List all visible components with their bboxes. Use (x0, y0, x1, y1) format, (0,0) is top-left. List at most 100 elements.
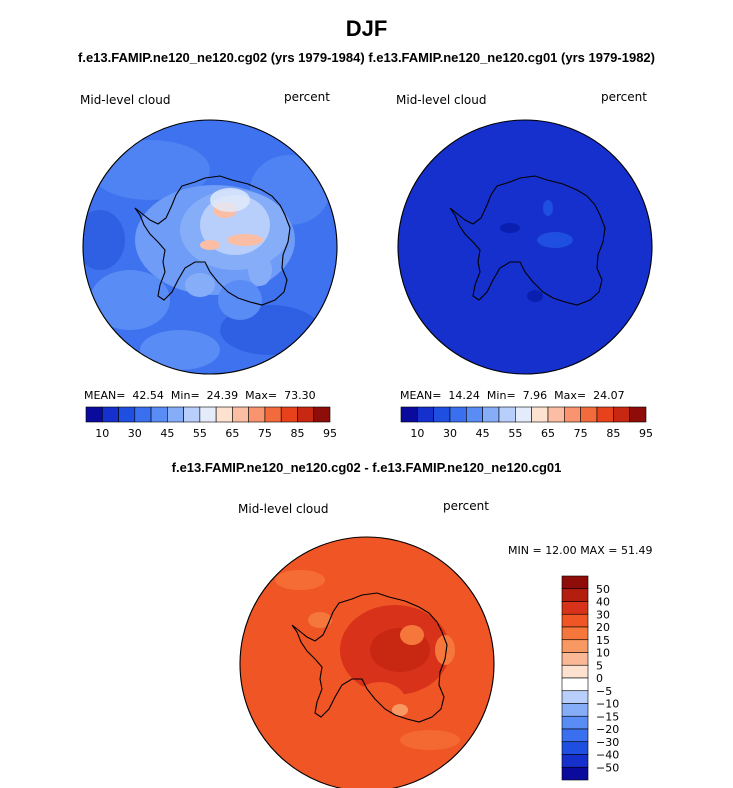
left-variable-label: Mid-level cloud (80, 93, 171, 107)
diff-colorbar-tick-label: −20 (596, 723, 619, 736)
right-colorbar-box (433, 406, 451, 423)
figure-title: DJF (345, 16, 388, 41)
left-colorbar-box (313, 406, 331, 423)
left-colorbar-box (183, 406, 201, 423)
right-colorbar-box (613, 406, 630, 423)
diff-colorbar-box (561, 715, 589, 730)
diff-colorbar-box (561, 588, 589, 602)
right-colorbar-box (564, 406, 581, 423)
diff-colorbar-box (561, 652, 589, 666)
diff-colorbar-box (561, 639, 589, 653)
diff-stats: MIN = 12.00 MAX = 51.49 (508, 544, 652, 557)
diff-colorbar-tick-label: 10 (596, 647, 610, 660)
left-coastline (134, 175, 291, 306)
right-colorbar-box (466, 406, 483, 423)
diff-colorbar-tick-label: 40 (596, 596, 610, 609)
diff-colorbar-tick-label: 50 (596, 583, 610, 596)
diff-units-label: percent (443, 499, 489, 513)
left-colorbar-box (215, 406, 233, 423)
left-colorbar-tick-label: 65 (225, 427, 239, 440)
left-colorbar-box (248, 406, 266, 423)
left-colorbar-tick-label: 55 (193, 427, 207, 440)
left-colorbar: 10 30 45 55 65 75 85 95 (85, 406, 337, 440)
left-units-label: percent (284, 90, 330, 104)
right-colorbar-tick-label: 55 (508, 427, 522, 440)
right-units-label: percent (601, 90, 647, 104)
left-colorbar-box (199, 406, 217, 423)
left-colorbar-box (232, 406, 249, 423)
right-colorbar-tick-label: 10 (410, 427, 424, 440)
diff-colorbar-box (561, 754, 589, 768)
difference-map (239, 536, 495, 788)
right-colorbar-box (515, 406, 532, 423)
left-colorbar-box (134, 406, 152, 423)
right-colorbar-tick-label: 85 (606, 427, 620, 440)
right-coastline (449, 175, 606, 306)
right-colorbar-box (580, 406, 598, 423)
left-min-value: 24.39 (206, 389, 239, 402)
left-max-value: 73.30 (284, 389, 316, 402)
right-colorbar-tick-label: 95 (639, 427, 653, 440)
right-colorbar-box (417, 406, 434, 423)
diff-colorbar-tick-label: −50 (596, 761, 619, 774)
diff-colorbar-box (561, 626, 589, 641)
left-mean-label: MEAN= (84, 389, 126, 402)
right-colorbar-box (596, 406, 614, 423)
subtitle-right: f.e13.FAMIP.ne120_ne120.cg01 (yrs 1979-1… (368, 50, 655, 65)
diff-min-value: 12.00 (545, 544, 577, 557)
diff-colorbar-box (561, 613, 589, 628)
diff-colorbar-tick-label: −10 (596, 698, 619, 711)
right-colorbar-tick-label: 30 (443, 427, 457, 440)
diff-colorbar-tick-label: 5 (596, 659, 603, 672)
left-colorbar-tick-label: 10 (95, 427, 109, 440)
right-colorbar-box (531, 406, 549, 423)
diff-colorbar-box (561, 741, 589, 755)
left-colorbar-tick-label: 75 (258, 427, 272, 440)
diff-colorbar-box (561, 766, 589, 781)
right-colorbar-box (629, 406, 647, 423)
difference-title: f.e13.FAMIP.ne120_ne120.cg02 - f.e13.FAM… (171, 460, 562, 475)
diff-min-label: MIN = (508, 544, 542, 557)
right-mean-label: MEAN= (400, 389, 442, 402)
left-colorbar-tick-label: 95 (323, 427, 337, 440)
right-variable-label: Mid-level cloud (396, 93, 487, 107)
diff-colorbar-box (561, 690, 589, 704)
right-min-value: 7.96 (522, 389, 548, 402)
right-min-label: Min= (486, 389, 516, 402)
left-colorbar-box (118, 406, 136, 423)
right-colorbar-box (498, 406, 516, 423)
right-colorbar-tick-label: 65 (541, 427, 555, 440)
diff-coastline (291, 592, 448, 723)
right-colorbar-tick-label: 45 (476, 427, 490, 440)
diff-colorbar-tick-label: −15 (596, 710, 619, 723)
diff-colorbar-box (561, 677, 589, 692)
left-colorbar-box (297, 406, 315, 423)
right-colorbar-box (400, 406, 418, 423)
diff-colorbar-box (561, 728, 589, 743)
diff-colorbar-box (561, 703, 589, 717)
left-map (82, 119, 338, 375)
left-colorbar-box (264, 406, 282, 423)
diff-colorbar-tick-label: −30 (596, 736, 619, 749)
left-min-label: Min= (170, 389, 200, 402)
diff-colorbar-box (561, 664, 589, 679)
right-mean-value: 14.24 (448, 389, 480, 402)
left-colorbar-tick-label: 30 (128, 427, 142, 440)
right-colorbar-box (482, 406, 500, 423)
diff-variable-label: Mid-level cloud (238, 502, 329, 516)
diff-colorbar-tick-label: 20 (596, 621, 610, 634)
diff-colorbar-box (561, 575, 589, 590)
diff-colorbar-tick-label: 15 (596, 634, 610, 647)
right-max-label: Max= (554, 389, 587, 402)
left-colorbar-box (85, 406, 103, 423)
right-max-value: 24.07 (593, 389, 625, 402)
diff-colorbar-tick-label: −40 (596, 749, 619, 762)
right-colorbar-box (547, 406, 565, 423)
left-colorbar-box (150, 406, 168, 423)
diff-max-label: MAX = (580, 544, 618, 557)
diff-colorbar-tick-label: 30 (596, 608, 610, 621)
diff-colorbar-tick-label: 0 (596, 672, 603, 685)
diff-max-value: 51.49 (620, 544, 653, 557)
